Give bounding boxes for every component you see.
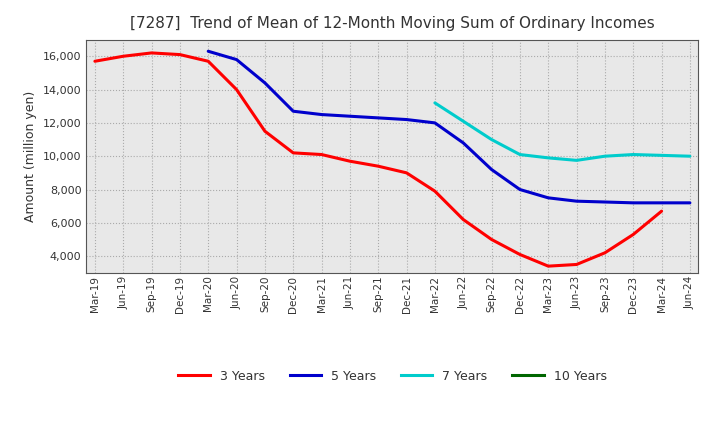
- Title: [7287]  Trend of Mean of 12-Month Moving Sum of Ordinary Incomes: [7287] Trend of Mean of 12-Month Moving …: [130, 16, 654, 32]
- Y-axis label: Amount (million yen): Amount (million yen): [24, 91, 37, 222]
- Legend: 3 Years, 5 Years, 7 Years, 10 Years: 3 Years, 5 Years, 7 Years, 10 Years: [174, 365, 611, 388]
